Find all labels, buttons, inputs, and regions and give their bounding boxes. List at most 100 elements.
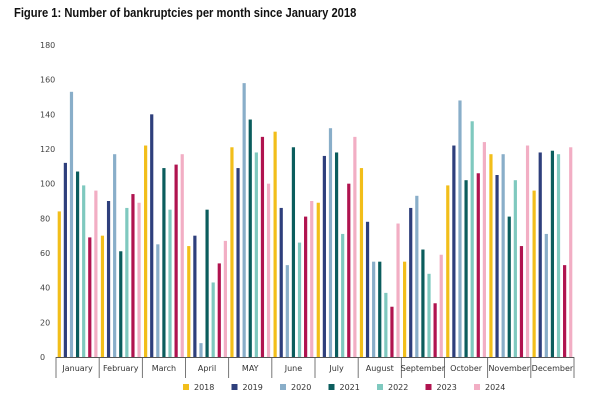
x-tick-label: August bbox=[366, 364, 394, 373]
bar-2023-june bbox=[304, 216, 308, 357]
bar-2018-june bbox=[273, 131, 277, 357]
bar-2020-december bbox=[544, 233, 548, 357]
bar-2022-may bbox=[254, 152, 258, 357]
bar-2021-february bbox=[119, 251, 123, 357]
legend-label-2020: 2020 bbox=[291, 383, 311, 392]
bar-2023-april bbox=[217, 263, 221, 357]
bar-2022-december bbox=[556, 154, 561, 357]
legend-label-2022: 2022 bbox=[388, 383, 408, 392]
x-tick-label: January bbox=[61, 364, 93, 373]
bar-2021-october bbox=[464, 180, 468, 357]
bar-2018-september bbox=[403, 261, 407, 357]
bar-2018-february bbox=[100, 235, 105, 357]
legend: 2018 2019 2020 2021 2022 2023 2024 bbox=[183, 383, 505, 392]
bar-2024-march bbox=[180, 154, 184, 357]
legend-swatch-2020 bbox=[280, 384, 286, 390]
bar-2019-june bbox=[279, 207, 283, 357]
bar-2021-july bbox=[334, 152, 339, 357]
legend-swatch-2024 bbox=[474, 384, 480, 390]
bar-2022-january bbox=[82, 185, 86, 357]
legend-swatch-2022 bbox=[377, 384, 383, 390]
x-tick-label: October bbox=[450, 364, 483, 373]
legend-swatch-2019 bbox=[231, 384, 238, 390]
bar-2022-april bbox=[211, 282, 215, 357]
bar-2019-september bbox=[409, 207, 413, 357]
x-tick-label: November bbox=[488, 364, 530, 373]
legend-swatch-2021 bbox=[328, 384, 335, 390]
bar-2018-may bbox=[230, 147, 234, 357]
bar-2020-january bbox=[69, 91, 74, 358]
bar-2024-january bbox=[94, 190, 98, 357]
bar-2024-august bbox=[396, 223, 400, 357]
bar-2024-december bbox=[569, 147, 573, 357]
bar-2019-march bbox=[150, 114, 154, 357]
bar-2024-october bbox=[482, 142, 486, 357]
x-tick-label: December bbox=[532, 364, 574, 373]
bar-2020-october bbox=[458, 100, 462, 357]
bar-2021-january bbox=[75, 171, 80, 357]
bar-2023-january bbox=[88, 237, 92, 357]
y-tick-label: 40 bbox=[40, 284, 50, 293]
legend-label-2023: 2023 bbox=[437, 383, 457, 392]
bar-2019-november bbox=[495, 175, 499, 357]
x-tick-label: June bbox=[284, 364, 303, 373]
bar-2022-july bbox=[341, 233, 345, 357]
bar-2022-november bbox=[513, 180, 517, 357]
chart-title: Figure 1: Number of bankruptcies per mon… bbox=[14, 5, 357, 20]
legend-label-2021: 2021 bbox=[340, 383, 360, 392]
bar-2024-july bbox=[353, 136, 357, 357]
bar-2020-april bbox=[199, 343, 203, 357]
x-tick-label: September bbox=[401, 364, 446, 373]
bar-2024-june bbox=[310, 201, 314, 357]
bar-2021-march bbox=[162, 168, 166, 357]
bar-2018-november bbox=[489, 154, 493, 357]
bar-2020-february bbox=[113, 154, 117, 357]
bar-2018-march bbox=[144, 145, 148, 357]
y-tick-label: 60 bbox=[40, 249, 50, 258]
bar-2018-december bbox=[532, 190, 536, 357]
y-tick-label: 80 bbox=[40, 214, 50, 223]
y-tick-label: 20 bbox=[40, 318, 50, 327]
bar-2018-january bbox=[57, 211, 61, 357]
bar-2019-may bbox=[236, 168, 240, 357]
bar-2023-march bbox=[174, 164, 178, 357]
bar-2024-may bbox=[266, 183, 271, 357]
x-tick-label: April bbox=[198, 364, 216, 373]
bar-2020-march bbox=[156, 244, 160, 357]
x-tick-label: March bbox=[152, 364, 176, 373]
bar-2020-september bbox=[415, 195, 419, 357]
bar-2018-october bbox=[446, 185, 450, 357]
bar-2023-december bbox=[563, 265, 567, 357]
x-axis: January February March April MAY June July Augu… bbox=[55, 357, 575, 378]
bar-2019-july bbox=[322, 155, 326, 357]
bar-2019-january bbox=[63, 162, 67, 357]
bar-2023-september bbox=[433, 303, 437, 357]
legend-swatch-2023 bbox=[425, 384, 432, 390]
bar-2024-february bbox=[137, 202, 141, 357]
bar-2023-october bbox=[476, 173, 480, 357]
bar-2023-november bbox=[519, 246, 524, 357]
bar-2021-september bbox=[421, 249, 425, 357]
bar-2020-august bbox=[372, 261, 376, 357]
bar-2021-december bbox=[550, 150, 555, 357]
y-tick-label: 180 bbox=[40, 41, 55, 50]
bar-2021-april bbox=[205, 209, 209, 357]
bar-2020-may bbox=[242, 83, 246, 357]
bar-2023-july bbox=[347, 183, 351, 357]
y-tick-label: 140 bbox=[40, 110, 55, 119]
bar-2018-july bbox=[316, 202, 320, 357]
x-tick-label: February bbox=[103, 364, 139, 373]
bar-2020-july bbox=[328, 128, 333, 357]
bar-2023-february bbox=[131, 194, 135, 357]
bar-2024-april bbox=[223, 240, 227, 357]
x-tick-label: July bbox=[328, 364, 344, 373]
bar-2019-october bbox=[452, 145, 456, 357]
bar-2022-september bbox=[427, 273, 431, 357]
legend-label-2019: 2019 bbox=[243, 383, 263, 392]
bar-2019-february bbox=[106, 201, 111, 357]
y-tick-label: 160 bbox=[40, 76, 55, 85]
x-tick-label: MAY bbox=[242, 364, 259, 373]
bar-2021-may bbox=[248, 119, 252, 357]
bar-2018-august bbox=[359, 168, 364, 357]
